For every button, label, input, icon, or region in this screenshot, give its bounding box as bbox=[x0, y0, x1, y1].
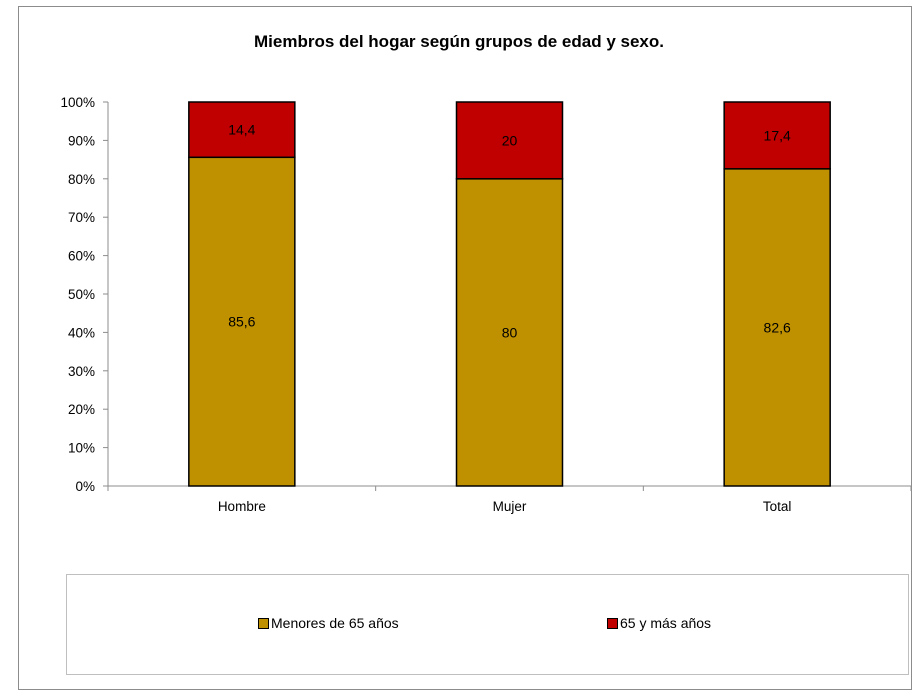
legend: Menores de 65 años 65 y más años bbox=[66, 574, 909, 675]
y-tick-label: 70% bbox=[68, 210, 95, 225]
y-tick-label: 100% bbox=[60, 95, 95, 110]
data-label: 80 bbox=[502, 324, 518, 340]
y-tick-label: 80% bbox=[68, 172, 95, 187]
data-label: 14,4 bbox=[228, 122, 255, 138]
y-tick-label: 60% bbox=[68, 249, 95, 264]
data-label: 17,4 bbox=[764, 127, 791, 143]
bar-mayores bbox=[455, 101, 564, 180]
legend-item-mayores: 65 y más años bbox=[607, 615, 711, 631]
y-tick-label: 20% bbox=[68, 402, 95, 417]
legend-swatch-mayores bbox=[607, 617, 618, 629]
data-label: 82,6 bbox=[764, 319, 791, 335]
y-tick-label: 0% bbox=[75, 479, 95, 494]
bar-menores bbox=[455, 178, 564, 487]
y-tick-label: 40% bbox=[68, 325, 95, 340]
y-tick-label: 30% bbox=[68, 364, 95, 379]
legend-swatch-menores bbox=[258, 617, 269, 629]
x-tick-label: Total bbox=[763, 499, 792, 514]
bar-menores bbox=[188, 156, 296, 487]
plot-area: 0% 10% 20% 30% 40% 50% 60% 70% 80% 90% 100% 85,6 14,… bbox=[60, 95, 912, 514]
legend-label-menores: Menores de 65 años bbox=[271, 615, 399, 631]
y-tick-label: 10% bbox=[68, 441, 95, 456]
bar-menores bbox=[723, 168, 831, 487]
bar-mayores bbox=[723, 101, 831, 170]
bar-mayores bbox=[188, 101, 296, 159]
x-tick-label: Mujer bbox=[493, 499, 527, 514]
legend-label-mayores: 65 y más años bbox=[620, 615, 712, 631]
y-tick-label: 90% bbox=[68, 133, 95, 148]
x-tick-label: Hombre bbox=[218, 499, 266, 514]
data-label: 20 bbox=[502, 132, 518, 148]
legend-item-menores: Menores de 65 años bbox=[258, 615, 399, 631]
y-tick-label: 50% bbox=[68, 287, 95, 302]
data-label: 85,6 bbox=[228, 314, 255, 330]
chart-title: Miembros del hogar según grupos de edad … bbox=[254, 32, 664, 51]
